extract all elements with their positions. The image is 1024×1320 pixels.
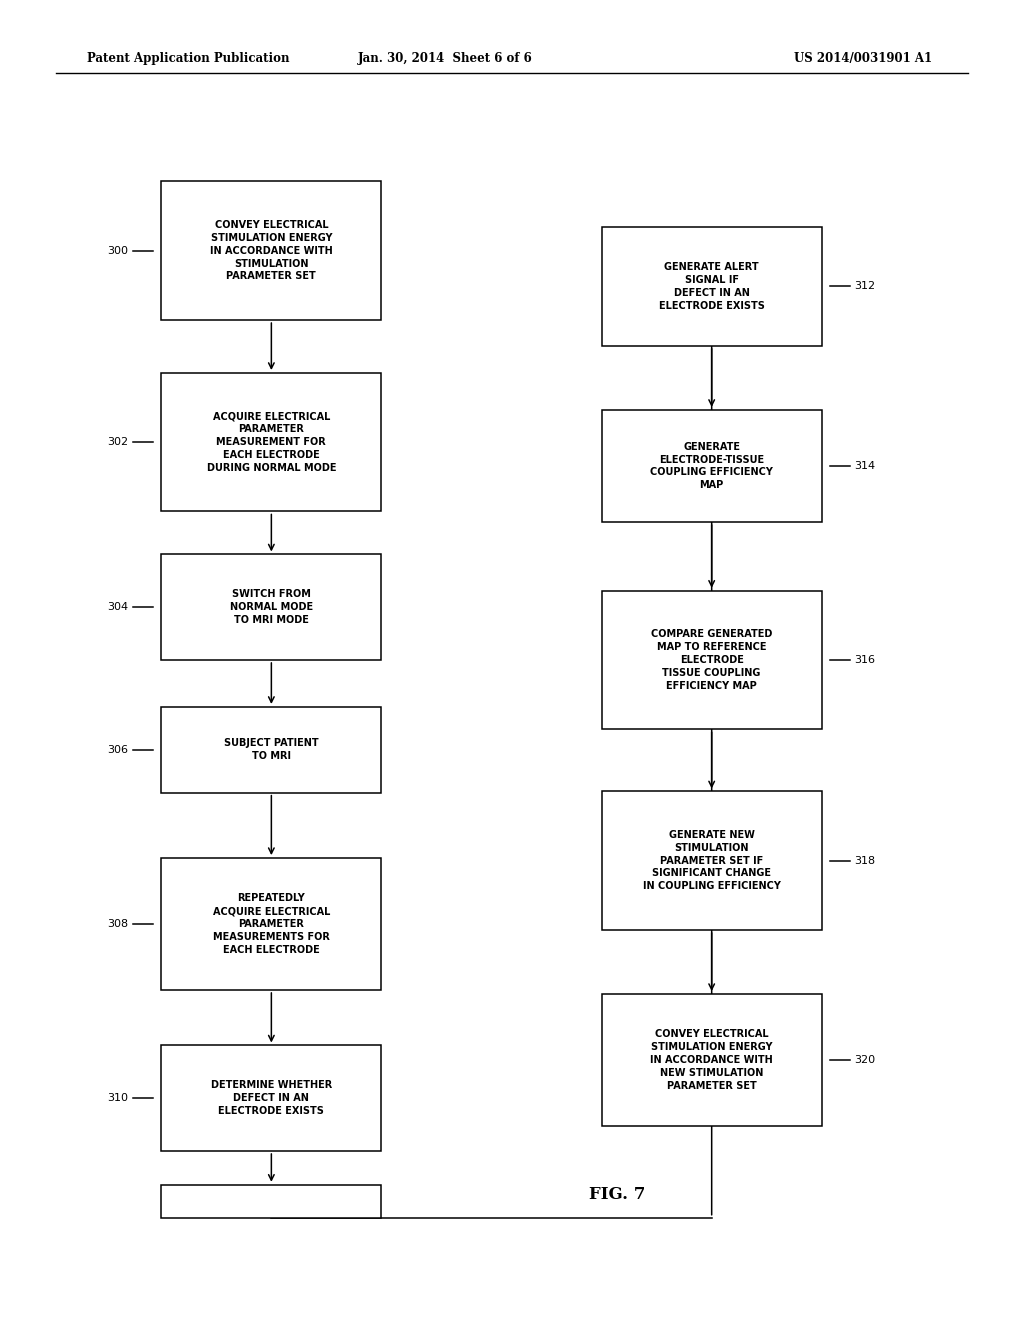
Text: SWITCH FROM
NORMAL MODE
TO MRI MODE: SWITCH FROM NORMAL MODE TO MRI MODE xyxy=(229,590,313,624)
Text: 310: 310 xyxy=(108,1093,129,1104)
Text: 304: 304 xyxy=(108,602,129,612)
Text: 306: 306 xyxy=(108,744,129,755)
Bar xyxy=(601,409,821,521)
Text: CONVEY ELECTRICAL
STIMULATION ENERGY
IN ACCORDANCE WITH
STIMULATION
PARAMETER SE: CONVEY ELECTRICAL STIMULATION ENERGY IN … xyxy=(210,220,333,281)
Text: CONVEY ELECTRICAL
STIMULATION ENERGY
IN ACCORDANCE WITH
NEW STIMULATION
PARAMETE: CONVEY ELECTRICAL STIMULATION ENERGY IN … xyxy=(650,1030,773,1090)
Text: GENERATE NEW
STIMULATION
PARAMETER SET IF
SIGNIFICANT CHANGE
IN COUPLING EFFICIE: GENERATE NEW STIMULATION PARAMETER SET I… xyxy=(643,830,780,891)
Text: 318: 318 xyxy=(854,855,876,866)
Text: 320: 320 xyxy=(854,1055,876,1065)
Bar xyxy=(601,792,821,929)
Text: SUBJECT PATIENT
TO MRI: SUBJECT PATIENT TO MRI xyxy=(224,738,318,762)
Text: REPEATEDLY
ACQUIRE ELECTRICAL
PARAMETER
MEASUREMENTS FOR
EACH ELECTRODE: REPEATEDLY ACQUIRE ELECTRICAL PARAMETER … xyxy=(213,894,330,954)
Text: 302: 302 xyxy=(108,437,129,447)
Text: FIG. 7: FIG. 7 xyxy=(589,1187,645,1203)
Bar xyxy=(162,372,382,511)
Bar xyxy=(162,554,382,660)
Text: DETERMINE WHETHER
DEFECT IN AN
ELECTRODE EXISTS: DETERMINE WHETHER DEFECT IN AN ELECTRODE… xyxy=(211,1081,332,1115)
Bar xyxy=(162,1185,382,1217)
Text: Patent Application Publication: Patent Application Publication xyxy=(87,51,290,65)
Text: 314: 314 xyxy=(854,461,876,471)
Text: US 2014/0031901 A1: US 2014/0031901 A1 xyxy=(794,51,932,65)
Text: 300: 300 xyxy=(108,246,129,256)
Text: COMPARE GENERATED
MAP TO REFERENCE
ELECTRODE
TISSUE COUPLING
EFFICIENCY MAP: COMPARE GENERATED MAP TO REFERENCE ELECT… xyxy=(651,630,772,690)
Text: 316: 316 xyxy=(854,655,876,665)
Text: 308: 308 xyxy=(108,919,129,929)
Bar xyxy=(162,1045,382,1151)
Text: ACQUIRE ELECTRICAL
PARAMETER
MEASUREMENT FOR
EACH ELECTRODE
DURING NORMAL MODE: ACQUIRE ELECTRICAL PARAMETER MEASUREMENT… xyxy=(207,412,336,473)
Text: 312: 312 xyxy=(854,281,876,292)
Bar xyxy=(162,181,382,319)
Bar xyxy=(601,227,821,346)
Bar xyxy=(601,591,821,729)
Text: Jan. 30, 2014  Sheet 6 of 6: Jan. 30, 2014 Sheet 6 of 6 xyxy=(358,51,532,65)
Bar xyxy=(162,858,382,990)
Text: GENERATE
ELECTRODE-TISSUE
COUPLING EFFICIENCY
MAP: GENERATE ELECTRODE-TISSUE COUPLING EFFIC… xyxy=(650,442,773,490)
Text: GENERATE ALERT
SIGNAL IF
DEFECT IN AN
ELECTRODE EXISTS: GENERATE ALERT SIGNAL IF DEFECT IN AN EL… xyxy=(658,263,765,310)
Bar xyxy=(162,708,382,792)
Bar xyxy=(601,994,821,1126)
